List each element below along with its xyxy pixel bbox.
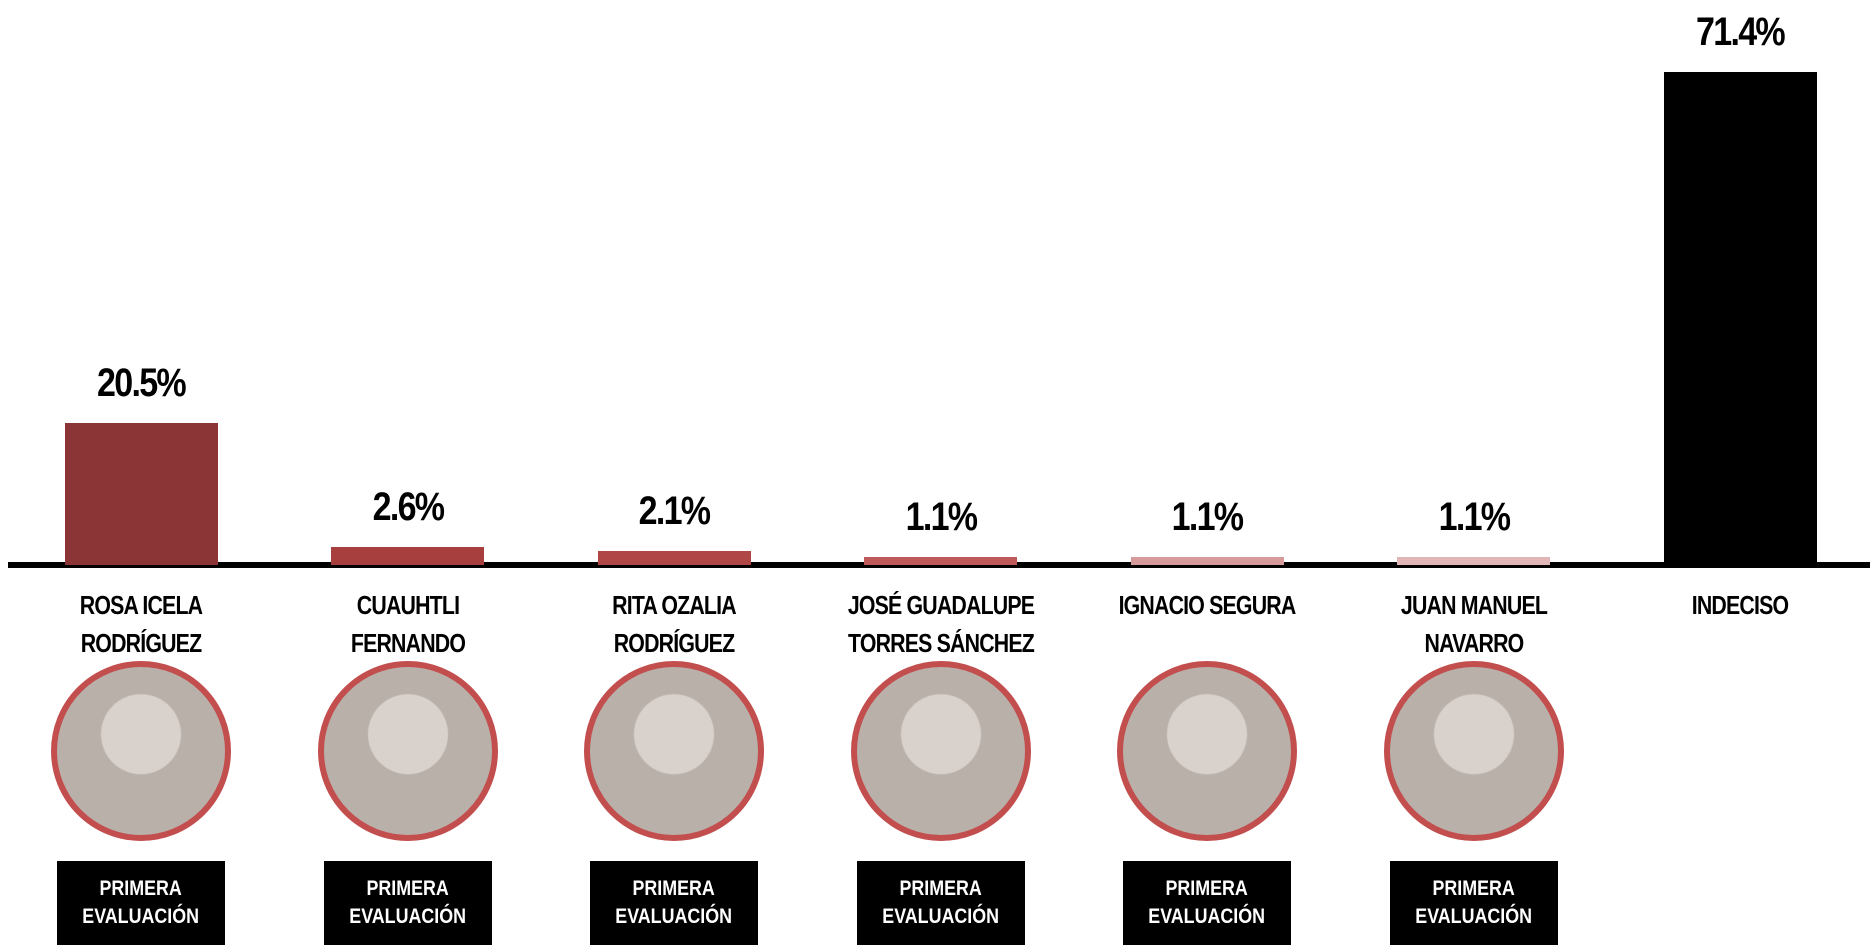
baseline: [8, 562, 1870, 568]
evaluation-button[interactable]: PRIMERA EVALUACIÓN: [323, 861, 492, 945]
bar: [1130, 557, 1284, 565]
evaluation-button[interactable]: PRIMERA EVALUACIÓN: [590, 861, 758, 945]
evaluation-button[interactable]: PRIMERA EVALUACIÓN: [57, 861, 225, 945]
value-label: 2.1%: [638, 488, 711, 533]
button-label: PRIMERA EVALUACIÓN: [615, 877, 733, 928]
candidate-photo: [850, 661, 1031, 841]
bar: [1397, 557, 1550, 565]
evaluation-button[interactable]: PRIMERA EVALUACIÓN: [1123, 861, 1291, 945]
button-label: PRIMERA EVALUACIÓN: [349, 877, 466, 928]
button-label: PRIMERA EVALUACIÓN: [82, 877, 200, 928]
value-label: 1.1%: [1438, 495, 1510, 540]
category-label: RITA OZALIA RODRÍGUEZ: [612, 590, 736, 658]
candidate-photo: [317, 661, 498, 841]
category-label: INDECISO: [1691, 590, 1789, 620]
candidate-photo: [584, 661, 764, 841]
value-label: 2.6%: [372, 485, 444, 530]
category-label: JOSÉ GUADALUPE TORRES SÁNCHEZ: [847, 590, 1034, 658]
bar: [1663, 72, 1817, 565]
value-label: 1.1%: [1171, 495, 1244, 540]
candidate-photo: [51, 661, 231, 841]
button-label: PRIMERA EVALUACIÓN: [1148, 877, 1266, 928]
category-label: ROSA ICELA RODRÍGUEZ: [79, 590, 203, 658]
value-label: 20.5%: [97, 361, 187, 406]
evaluation-button[interactable]: PRIMERA EVALUACIÓN: [1389, 861, 1558, 945]
evaluation-button[interactable]: PRIMERA EVALUACIÓN: [856, 861, 1025, 945]
bar: [331, 547, 484, 565]
category-label: JUAN MANUEL NAVARRO: [1400, 590, 1547, 658]
button-label: PRIMERA EVALUACIÓN: [882, 877, 999, 928]
bar: [64, 423, 218, 565]
candidate-photo: [1117, 661, 1297, 841]
value-label: 1.1%: [905, 495, 977, 540]
bar: [597, 550, 751, 565]
category-label: IGNACIO SEGURA: [1118, 590, 1297, 620]
bar: [864, 557, 1017, 565]
value-label: 71.4%: [1696, 10, 1786, 54]
candidate-photo: [1383, 661, 1564, 841]
button-label: PRIMERA EVALUACIÓN: [1415, 877, 1532, 928]
